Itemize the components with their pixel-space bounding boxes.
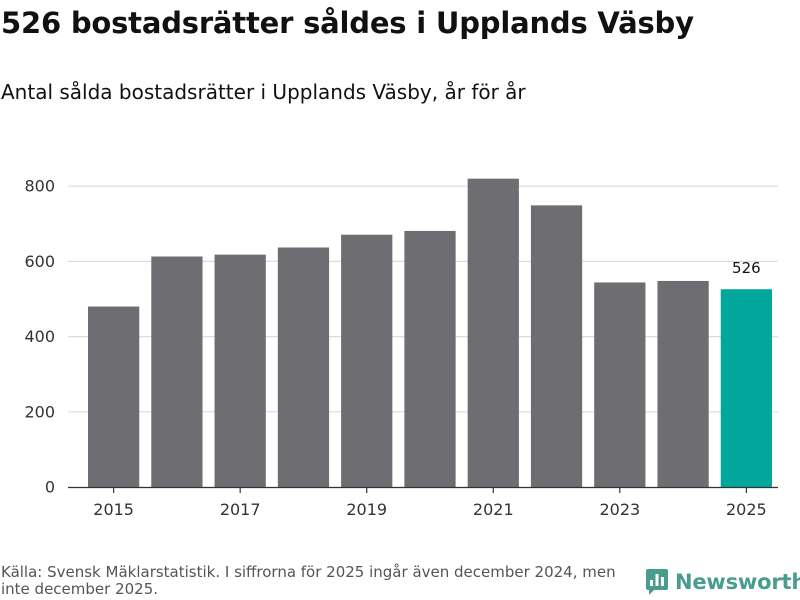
- chart-title: 526 bostadsrätter såldes i Upplands Väsb…: [1, 6, 694, 40]
- y-tick-label: 0: [45, 478, 55, 497]
- x-tick-label: 2021: [473, 500, 514, 519]
- bar-2015: [88, 306, 140, 487]
- bar-2016: [151, 256, 203, 487]
- bar-2025: [720, 289, 772, 487]
- x-tick-label: 2025: [726, 500, 767, 519]
- brand-name: Newsworthy: [675, 570, 800, 594]
- y-tick-label: 200: [24, 402, 55, 421]
- chart-subtitle: Antal sålda bostadsrätter i Upplands Väs…: [1, 80, 526, 104]
- y-tick-label: 400: [24, 327, 55, 346]
- bar-2019: [341, 234, 393, 487]
- newsworthy-logo-icon: [646, 569, 668, 595]
- y-tick-label: 800: [24, 177, 55, 196]
- bar-2018: [277, 247, 330, 487]
- bar-2021: [467, 178, 519, 487]
- data-label: 526: [732, 259, 761, 277]
- source-note: Källa: Svensk Mäklarstatistik. I siffror…: [1, 563, 616, 598]
- bar-2024: [657, 280, 709, 487]
- bar-2020: [404, 230, 456, 487]
- x-tick-label: 2017: [220, 500, 261, 519]
- x-tick-label: 2015: [93, 500, 134, 519]
- bar-chart: 0 200 400 600 800 2015 2017 2019 2021 2023 2025 526: [24, 177, 778, 519]
- x-tick-label: 2019: [346, 500, 387, 519]
- bar-2022: [530, 205, 583, 487]
- brand-logo: Newsworthy: [645, 568, 800, 596]
- x-tick-label: 2023: [599, 500, 640, 519]
- bar-2023: [594, 282, 646, 487]
- bar-2017: [214, 254, 266, 487]
- y-tick-label: 600: [24, 252, 55, 271]
